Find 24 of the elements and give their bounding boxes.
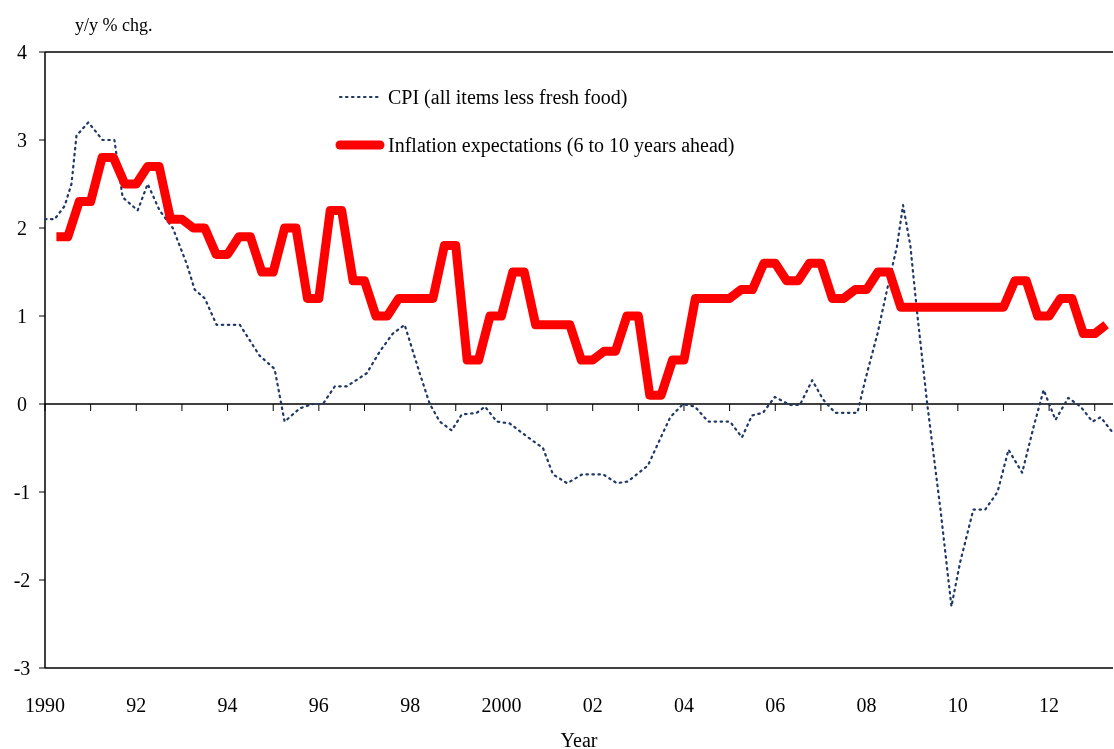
x-tick-label: 02 [582, 694, 603, 716]
y-tick-label: 2 [17, 217, 27, 239]
x-tick-label: 12 [1039, 694, 1060, 716]
y-axis-title: y/y % chg. [75, 15, 153, 36]
y-tick-label: 1 [17, 305, 27, 327]
x-tick-label: 08 [856, 694, 877, 716]
x-tick-label: 98 [400, 694, 421, 716]
x-tick-label: 06 [765, 694, 786, 716]
x-tick-label: 1990 [25, 694, 65, 716]
x-axis-title: Year [560, 729, 598, 749]
x-tick-label: 92 [126, 694, 147, 716]
x-tick-label: 04 [673, 694, 694, 716]
y-tick-label: -3 [13, 657, 31, 679]
y-tick-label: 0 [17, 393, 27, 415]
x-tick-label: 96 [308, 694, 329, 716]
y-tick-label: 4 [17, 41, 27, 63]
x-tick-label: 10 [947, 694, 968, 716]
legend-label: Inflation expectations (6 to 10 years ahead) [388, 134, 735, 157]
x-tick-label: 2000 [481, 694, 522, 716]
x-tick-label: 94 [217, 694, 238, 716]
y-tick-label: 3 [17, 129, 27, 151]
y-tick-label: -2 [13, 569, 31, 591]
legend-label: CPI (all items less fresh food) [388, 86, 628, 109]
y-tick-label: -1 [13, 481, 31, 503]
